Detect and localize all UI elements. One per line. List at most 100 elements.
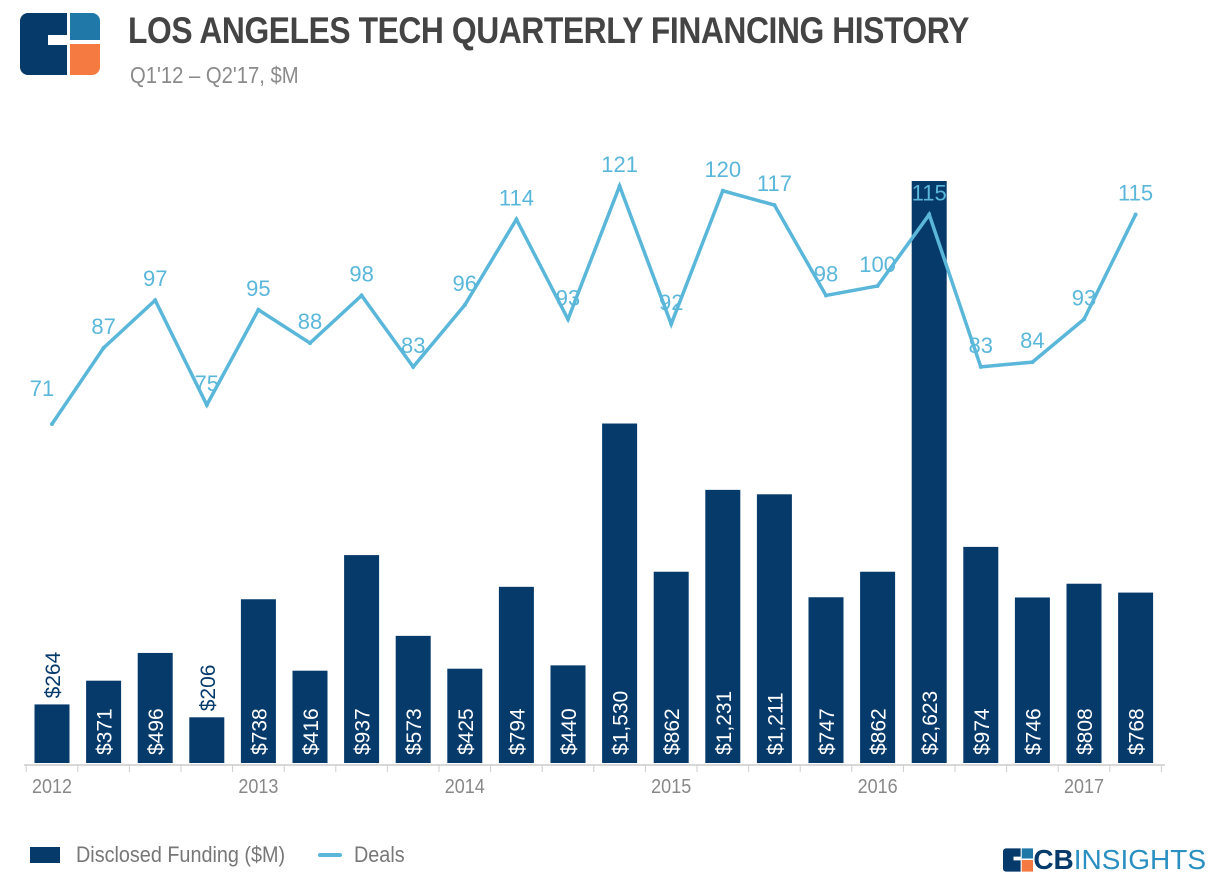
brand-logo-icon	[1003, 848, 1034, 872]
deals-point	[359, 293, 364, 298]
x-tick-label: 2014	[445, 776, 485, 798]
brand-cb: CB	[1033, 844, 1074, 875]
deals-label: 115	[1118, 181, 1153, 206]
funding-bar	[550, 665, 586, 763]
deals-label: 84	[1020, 328, 1044, 353]
x-tick-label: 2012	[32, 776, 72, 798]
deals-line	[50, 181, 1138, 425]
funding-bar-label: $862	[661, 708, 684, 755]
funding-bar	[292, 670, 328, 763]
deals-point	[669, 322, 674, 327]
deals-label: 92	[659, 290, 683, 315]
deals-label: 120	[704, 157, 741, 182]
funding-bar-label: $747	[816, 708, 839, 755]
deals-label: 115	[912, 181, 947, 206]
deals-point	[204, 402, 209, 407]
deals-label: 75	[195, 371, 219, 396]
x-tick-label: 2015	[651, 776, 691, 798]
funding-bar	[240, 599, 276, 763]
deals-point	[927, 212, 932, 217]
legend: Disclosed Funding ($M) Deals	[30, 842, 411, 868]
deals-label: 97	[143, 266, 167, 291]
chart-title: LOS ANGELES TECH QUARTERLY FINANCING HIS…	[128, 10, 969, 51]
deals-label: 117	[757, 171, 792, 196]
brand-wordmark: CB INSIGHTS	[1003, 844, 1206, 876]
funding-bar-label: $768	[1126, 708, 1149, 755]
deals-label: 96	[453, 271, 477, 296]
deals-point	[824, 293, 828, 298]
funding-bar	[498, 586, 534, 763]
funding-bar-label: $496	[145, 708, 168, 755]
funding-bar	[705, 489, 741, 763]
deals-point	[514, 217, 519, 222]
deals-point	[875, 283, 880, 288]
funding-bar-label: $746	[1022, 708, 1045, 755]
funding-bar-label: $440	[558, 708, 581, 755]
deals-label: 95	[246, 276, 270, 301]
deals-point	[617, 184, 622, 188]
deals-label: 83	[401, 333, 425, 358]
funding-bar-label: $416	[300, 708, 323, 755]
funding-bar	[756, 494, 792, 763]
deals-point	[462, 303, 467, 307]
funding-bar-label: $1,231	[713, 691, 736, 755]
legend-swatch-deals	[318, 853, 343, 857]
legend-swatch-funding	[30, 847, 60, 863]
x-tick-label: 2013	[238, 776, 278, 798]
funding-bar	[344, 555, 380, 763]
funding-bar-label: $371	[94, 708, 117, 755]
deals-label: 98	[814, 261, 838, 286]
funding-bar-label: $2,623	[919, 691, 942, 755]
funding-bar-label: $974	[971, 708, 994, 755]
funding-bar	[137, 652, 173, 763]
funding-bar	[963, 546, 999, 763]
deals-point	[101, 345, 106, 350]
deals-label: 71	[30, 376, 54, 401]
legend-label-deals: Deals	[354, 842, 405, 867]
deals-point	[772, 203, 777, 208]
funding-bar	[86, 680, 122, 763]
cb-insights-logo	[20, 13, 100, 75]
deals-point	[720, 188, 725, 193]
x-tick-label: 2016	[858, 776, 898, 798]
deals-point	[1030, 360, 1035, 365]
deals-label: 93	[556, 285, 580, 310]
funding-bar-label: $206	[197, 665, 220, 712]
funding-bar	[808, 597, 844, 763]
funding-bar-label: $937	[352, 708, 375, 755]
funding-bar-label: $425	[455, 708, 478, 755]
deals-label: 93	[1072, 285, 1096, 310]
deals-point	[1133, 212, 1138, 217]
funding-bar	[860, 571, 896, 763]
deals-point	[1082, 317, 1086, 322]
deals-label: 121	[601, 152, 638, 177]
funding-bar	[911, 181, 947, 763]
deals-label: 88	[298, 309, 322, 334]
deals-point	[153, 298, 158, 303]
funding-bar-label: $264	[42, 651, 65, 698]
deals-point	[566, 317, 570, 322]
funding-bar	[447, 668, 483, 763]
brand-insights: INSIGHTS	[1073, 844, 1206, 875]
funding-bar-label: $573	[403, 708, 426, 755]
deals-point	[50, 422, 54, 426]
funding-bar-label: $808	[1074, 708, 1097, 755]
deals-point	[256, 307, 261, 312]
deals-point	[308, 341, 312, 346]
funding-bar-label: $862	[868, 708, 891, 755]
funding-bar	[1014, 597, 1050, 763]
deals-label: 100	[859, 252, 896, 277]
funding-bar	[1066, 583, 1102, 763]
funding-bar	[602, 423, 638, 763]
chart-subtitle: Q1'12 – Q2'17, $M	[130, 62, 299, 88]
deals-label: 114	[499, 185, 534, 210]
deals-point	[978, 364, 983, 369]
funding-bar	[34, 704, 70, 763]
funding-bar	[1118, 592, 1154, 763]
funding-bar-label: $1,211	[764, 692, 787, 755]
funding-bar	[395, 635, 431, 763]
deals-label: 87	[91, 314, 115, 339]
deals-point	[411, 364, 416, 369]
funding-bar-label: $738	[248, 708, 271, 755]
